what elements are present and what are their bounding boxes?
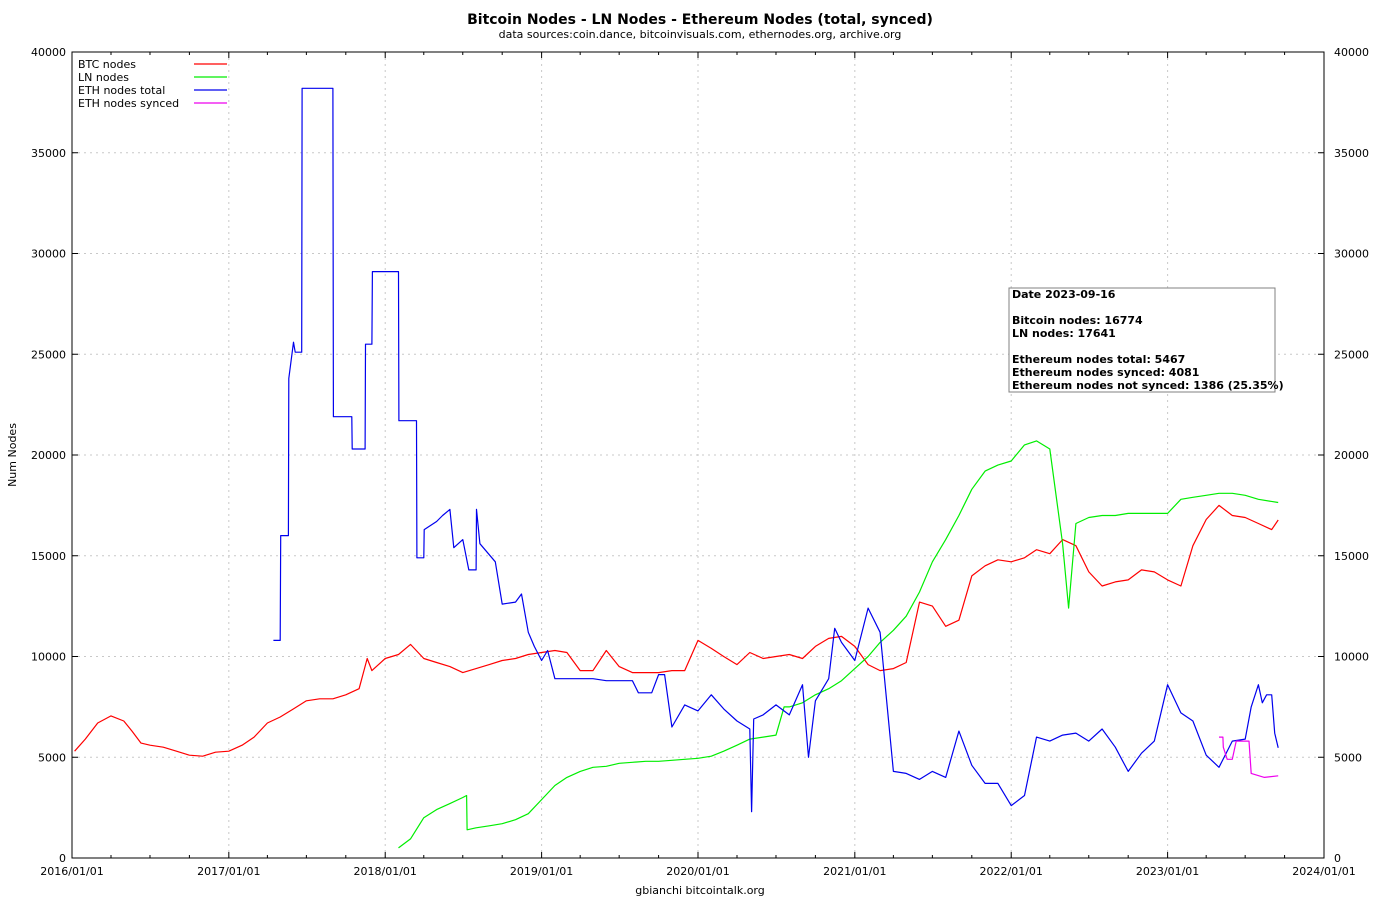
info-box-frame — [1008, 287, 1276, 393]
series-line-ln-nodes — [398, 440, 1279, 849]
info-box-line: Ethereum nodes not synced: 1386 (25.35%) — [1012, 379, 1284, 392]
chart-subtitle: data sources:coin.dance, bitcoinvisuals.… — [499, 28, 902, 41]
grid — [72, 52, 1324, 858]
series-line-btc-nodes — [74, 504, 1279, 757]
x-tick-label: 2022/01/01 — [980, 865, 1043, 878]
y-tick-label-right: 15000 — [1334, 550, 1369, 563]
series-line-eth-nodes-total — [273, 87, 1279, 813]
info-box-line: LN nodes: 17641 — [1012, 327, 1116, 340]
y-tick-label-right: 20000 — [1334, 449, 1369, 462]
info-box-line: Date 2023-09-16 — [1012, 288, 1116, 301]
y-tick-label-left: 25000 — [31, 348, 66, 361]
legend-label: LN nodes — [78, 71, 129, 84]
x-tick-label: 2021/01/01 — [823, 865, 886, 878]
y-tick-label-right: 10000 — [1334, 651, 1369, 664]
y-tick-label-left: 15000 — [31, 550, 66, 563]
y-tick-label-right: 30000 — [1334, 248, 1369, 261]
y-tick-label-right: 40000 — [1334, 46, 1369, 59]
y-tick-label-left: 10000 — [31, 651, 66, 664]
y-tick-label-right: 0 — [1334, 852, 1341, 865]
x-tick-label: 2024/01/01 — [1292, 865, 1355, 878]
x-tick-label: 2017/01/01 — [197, 865, 260, 878]
ticks: 0 0 5000 5000 10000 10000 15000 15000 20000 20000… — [31, 46, 1369, 878]
chart-title: Bitcoin Nodes - LN Nodes - Ethereum Node… — [467, 12, 933, 28]
x-tick-label: 2020/01/01 — [666, 865, 729, 878]
y-tick-label-left: 5000 — [38, 751, 66, 764]
y-tick-label-left: 30000 — [31, 248, 66, 261]
info-box-line: Ethereum nodes synced: 4081 — [1012, 366, 1199, 379]
y-tick-label-right: 5000 — [1334, 751, 1362, 764]
info-box-line: Bitcoin nodes: 16774 — [1012, 314, 1143, 327]
y-tick-label-right: 35000 — [1334, 147, 1369, 160]
legend-label: BTC nodes — [78, 58, 136, 71]
series-group — [74, 87, 1279, 849]
y-tick-label-left: 20000 — [31, 449, 66, 462]
x-axis-label: gbianchi bitcointalk.org — [635, 884, 764, 897]
y-tick-label-left: 0 — [59, 852, 66, 865]
x-tick-label: 2016/01/01 — [40, 865, 103, 878]
x-tick-label: 2019/01/01 — [510, 865, 573, 878]
y-tick-label-right: 25000 — [1334, 348, 1369, 361]
y-axis-label: Num Nodes — [6, 423, 19, 487]
series-line-eth-nodes-synced — [1219, 736, 1279, 779]
y-tick-label-left: 40000 — [31, 46, 66, 59]
x-tick-label: 2018/01/01 — [354, 865, 417, 878]
legend-label: ETH nodes synced — [78, 97, 179, 110]
x-tick-label: 2023/01/01 — [1136, 865, 1199, 878]
legend-label: ETH nodes total — [78, 84, 165, 97]
info-box-line: Ethereum nodes total: 5467 — [1012, 353, 1185, 366]
y-tick-label-left: 35000 — [31, 147, 66, 160]
